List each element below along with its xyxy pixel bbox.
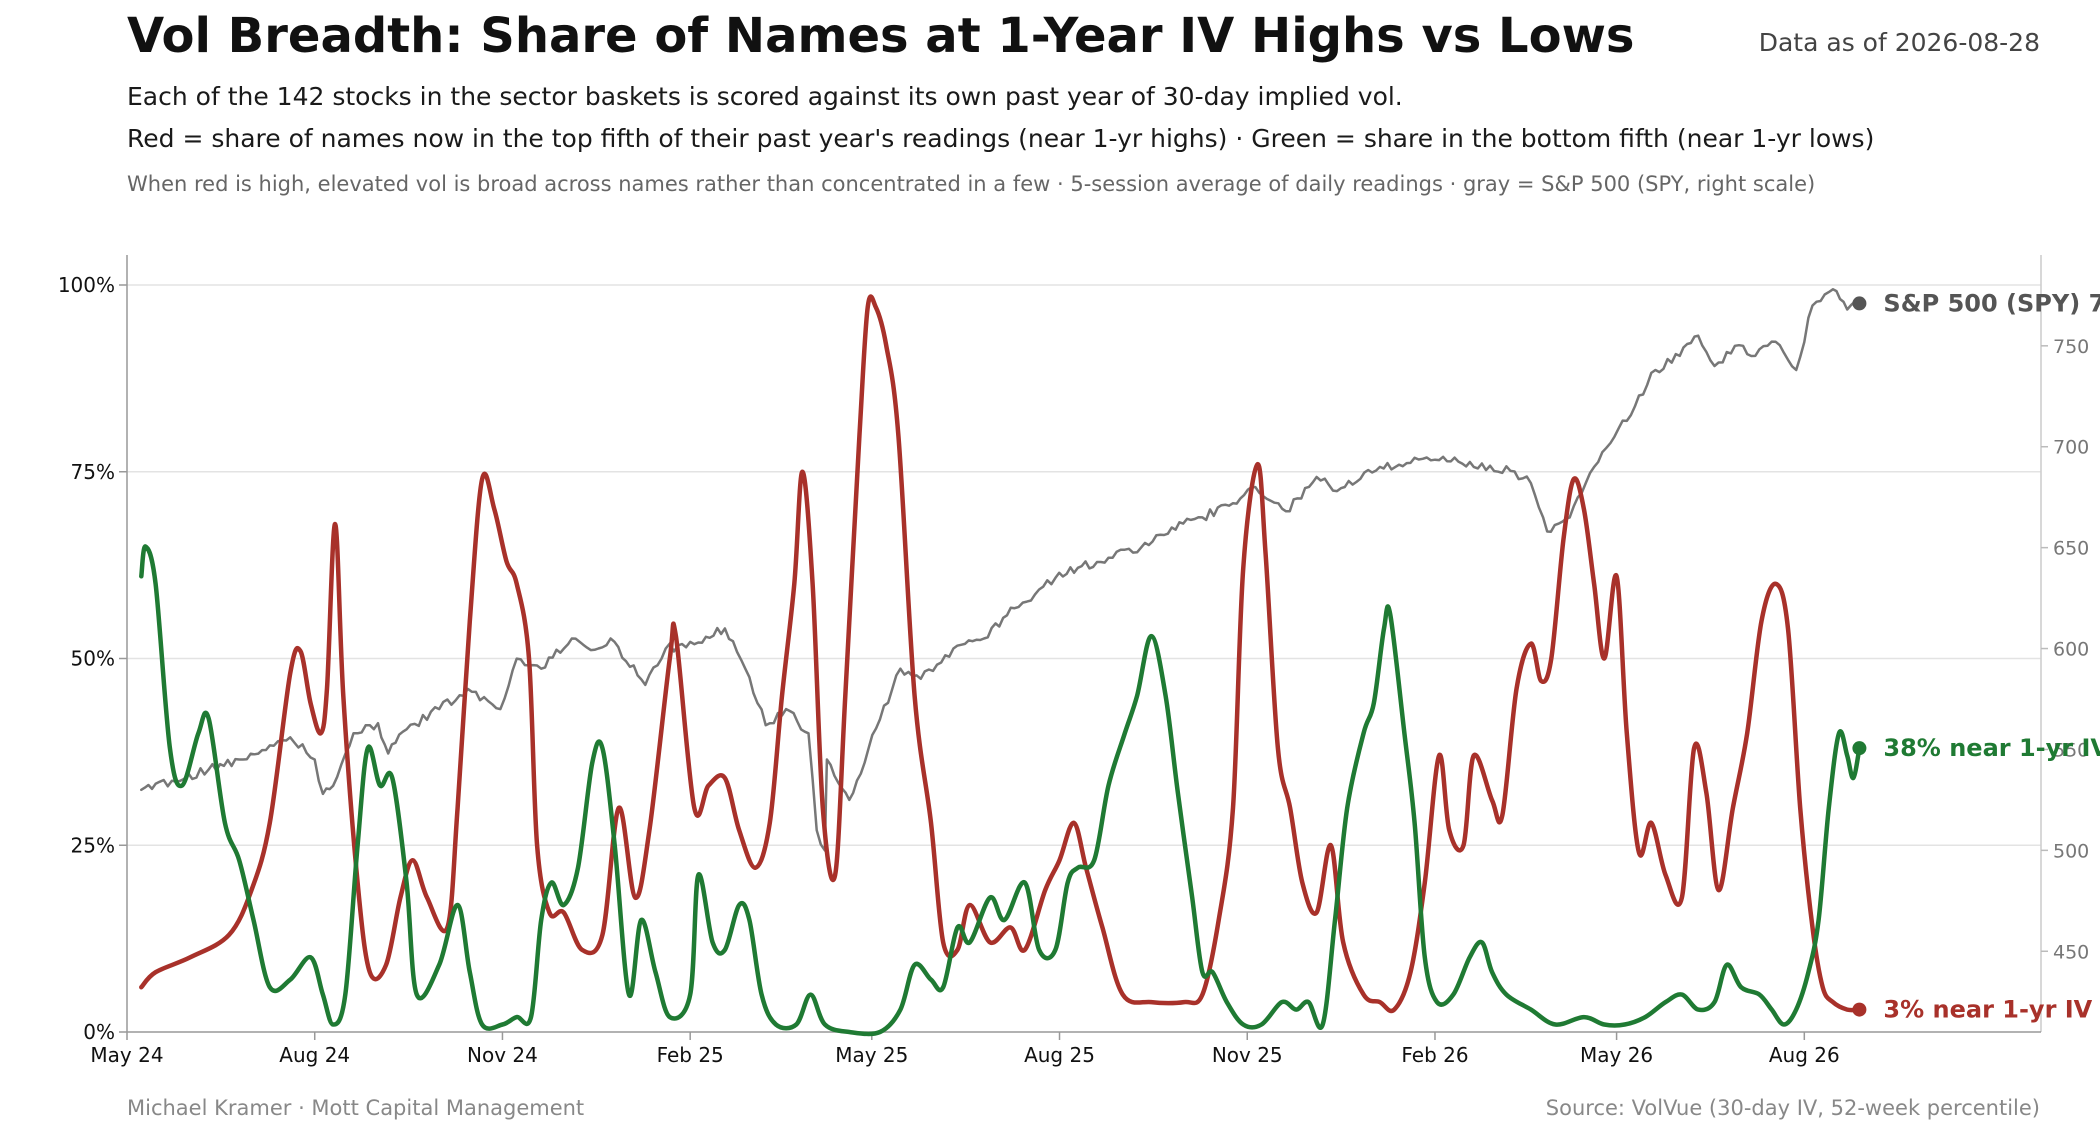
x-tick-label-2025-02-01: Feb 25: [657, 1043, 724, 1067]
x-tick-label-2024-05-01: May 24: [90, 1043, 163, 1067]
axes: [126, 255, 2042, 1033]
left-tick-label-0: 0%: [83, 1020, 115, 1044]
end-label-highs: 3% near 1-yr IV highs: [1883, 996, 2100, 1024]
author-credit: Michael Kramer · Mott Capital Management: [127, 1096, 585, 1120]
left-tick-label-100: 100%: [58, 273, 115, 297]
end-label-lows: 38% near 1-yr IV lows: [1883, 734, 2100, 762]
right-tick-label-550: 550: [2053, 739, 2089, 761]
series-line-spy: [140, 288, 1861, 852]
x-tick-label-2025-08-01: Aug 25: [1024, 1043, 1095, 1067]
series-line-lows: [139, 544, 1862, 1037]
as-of-date: Data as of 2026-08-28: [1758, 28, 2040, 57]
series-line-highs: [139, 294, 1862, 1014]
series-lines: [139, 288, 1862, 1037]
x-tick-label-2024-11-01: Nov 24: [467, 1043, 538, 1067]
x-tick-label-2025-05-01: May 25: [835, 1043, 908, 1067]
x-tick-label-2026-08-01: Aug 26: [1769, 1043, 1840, 1067]
end-dot-highs: [1852, 1002, 1867, 1017]
end-dot-spy: [1852, 296, 1867, 311]
chart-note: When red is high, elevated vol is broad …: [127, 172, 1816, 196]
end-label-spy: S&P 500 (SPY) 771: [1883, 289, 2100, 317]
vol-breadth-chart: 0% 25% 50% 75% 100% 450 500 550 600 650 700 750 May …: [58, 255, 2100, 1067]
left-tick-label-75: 75%: [71, 460, 115, 484]
end-labels: S&P 500 (SPY) 771 3% near 1-yr IV highs 38…: [1852, 289, 2100, 1024]
right-tick-label-500: 500: [2053, 840, 2089, 862]
x-tick-label-2026-05-01: May 26: [1580, 1043, 1653, 1067]
x-tick-label-2024-08-01: Aug 24: [279, 1043, 350, 1067]
end-dot-lows: [1852, 741, 1867, 756]
left-tick-label-25: 25%: [71, 833, 115, 857]
right-tick-label-600: 600: [2053, 639, 2089, 661]
right-tick-label-700: 700: [2053, 437, 2089, 459]
right-tick-label-650: 650: [2053, 538, 2089, 560]
chart-title: Vol Breadth: Share of Names at 1-Year IV…: [127, 8, 1635, 64]
tick-labels: 0% 25% 50% 75% 100% 450 500 550 600 650 700 750 May …: [58, 273, 2089, 1067]
x-tick-label-2026-02-01: Feb 26: [1401, 1043, 1468, 1067]
subtitle-line-2: Red = share of names now in the top fift…: [127, 124, 1875, 153]
source-note: Source: VolVue (30-day IV, 52-week perce…: [1545, 1096, 2040, 1120]
grid-lines: [127, 284, 2041, 846]
left-tick-label-50: 50%: [71, 647, 115, 671]
right-tick-label-750: 750: [2053, 336, 2089, 358]
right-tick-label-450: 450: [2053, 941, 2089, 963]
subtitle-line-1: Each of the 142 stocks in the sector bas…: [127, 82, 1403, 111]
x-tick-label-2025-11-01: Nov 25: [1212, 1043, 1283, 1067]
